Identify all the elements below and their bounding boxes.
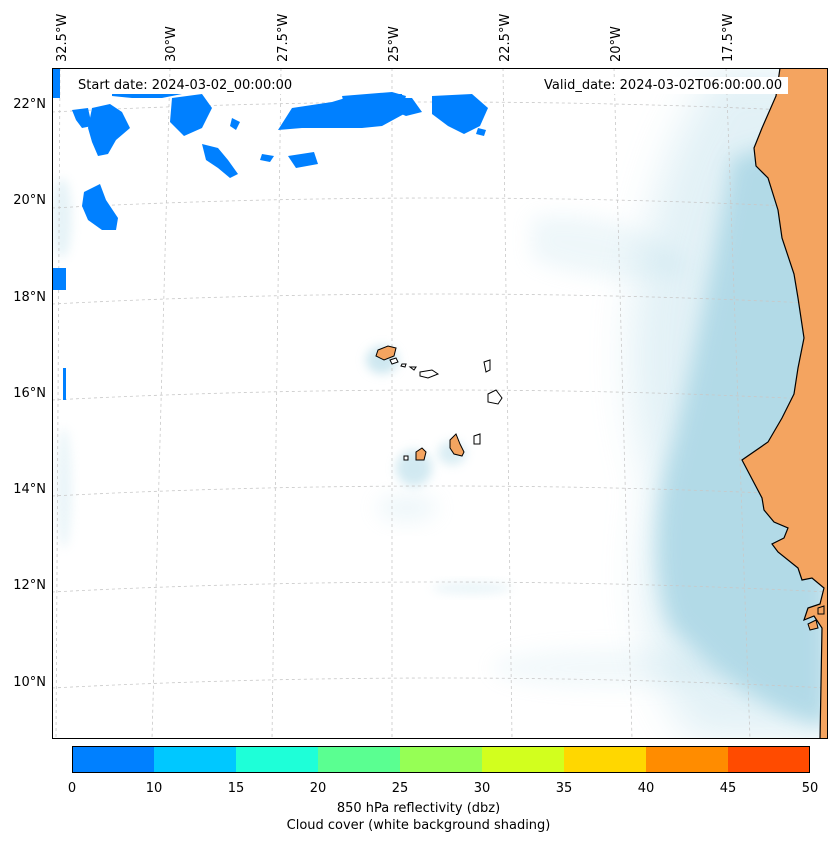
colorbar-tick-15: 15	[227, 781, 245, 796]
colorbar	[72, 746, 810, 773]
colorbar-segment-20-25	[318, 746, 400, 773]
lon-label-32-5w: 32.5°W	[55, 13, 70, 62]
colorbar-segment-10-15	[154, 746, 236, 773]
colorbar-tick-30: 30	[473, 781, 491, 796]
colorbar-tick-0: 0	[67, 781, 77, 796]
lat-label-22n: 22°N	[13, 97, 46, 112]
island-maio	[473, 433, 481, 445]
island-brava	[403, 455, 409, 461]
island-boa-vista	[487, 389, 503, 405]
colorbar-tick-45: 45	[719, 781, 737, 796]
island-sal	[483, 359, 491, 373]
island-santo-antao	[375, 345, 397, 361]
lat-label-16n: 16°N	[13, 386, 46, 401]
cape-verde-islands	[375, 345, 503, 461]
colorbar-segment-0-10	[72, 746, 154, 773]
lat-label-12n: 12°N	[13, 578, 46, 593]
bissagos-islands	[807, 605, 825, 631]
lat-label-18n: 18°N	[13, 290, 46, 305]
cloud-cover-shading	[52, 68, 828, 739]
map-panel	[52, 68, 828, 739]
lon-label-20w: 20°W	[609, 26, 624, 62]
graticule	[52, 68, 828, 739]
colorbar-segment-40-45	[646, 746, 728, 773]
colorbar-segment-15-20	[236, 746, 318, 773]
lat-label-14n: 14°N	[13, 482, 46, 497]
lon-label-30w: 30°W	[164, 26, 179, 62]
lon-label-25w: 25°W	[387, 26, 402, 62]
lon-label-22-5w: 22.5°W	[498, 13, 513, 62]
colorbar-tick-40: 40	[637, 781, 655, 796]
lat-label-20n: 20°N	[13, 193, 46, 208]
island-santa-luzia	[400, 363, 407, 368]
lat-label-10n: 10°N	[13, 675, 46, 690]
colorbar-segment-35-40	[564, 746, 646, 773]
west-africa-land	[741, 68, 828, 739]
colorbar-segment-45-50	[728, 746, 810, 773]
valid-date-label: Valid_date: 2024-03-02T06:00:00.00	[538, 77, 789, 94]
colorbar-segment-30-35	[482, 746, 564, 773]
colorbar-segment-25-30	[400, 746, 482, 773]
island-santiago	[449, 433, 465, 457]
start-date-label: Start date: 2024-03-02_00:00:00	[72, 77, 299, 94]
reflectivity-echoes	[52, 68, 488, 400]
colorbar-tick-20: 20	[309, 781, 327, 796]
island-fogo	[415, 447, 427, 461]
colorbar-sublabel: Cloud cover (white background shading)	[286, 818, 551, 833]
island-sao-vicente	[389, 357, 399, 365]
colorbar-tick-25: 25	[391, 781, 409, 796]
colorbar-tick-50: 50	[801, 781, 819, 796]
lon-label-17-5w: 17.5°W	[721, 13, 736, 62]
colorbar-tick-10: 10	[145, 781, 163, 796]
island-sao-nicolau-east	[419, 369, 440, 379]
island-sao-nicolau	[408, 366, 417, 371]
colorbar-label: 850 hPa reflectivity (dbz)	[336, 801, 501, 816]
lon-label-27-5w: 27.5°W	[276, 13, 291, 62]
colorbar-tick-35: 35	[555, 781, 573, 796]
